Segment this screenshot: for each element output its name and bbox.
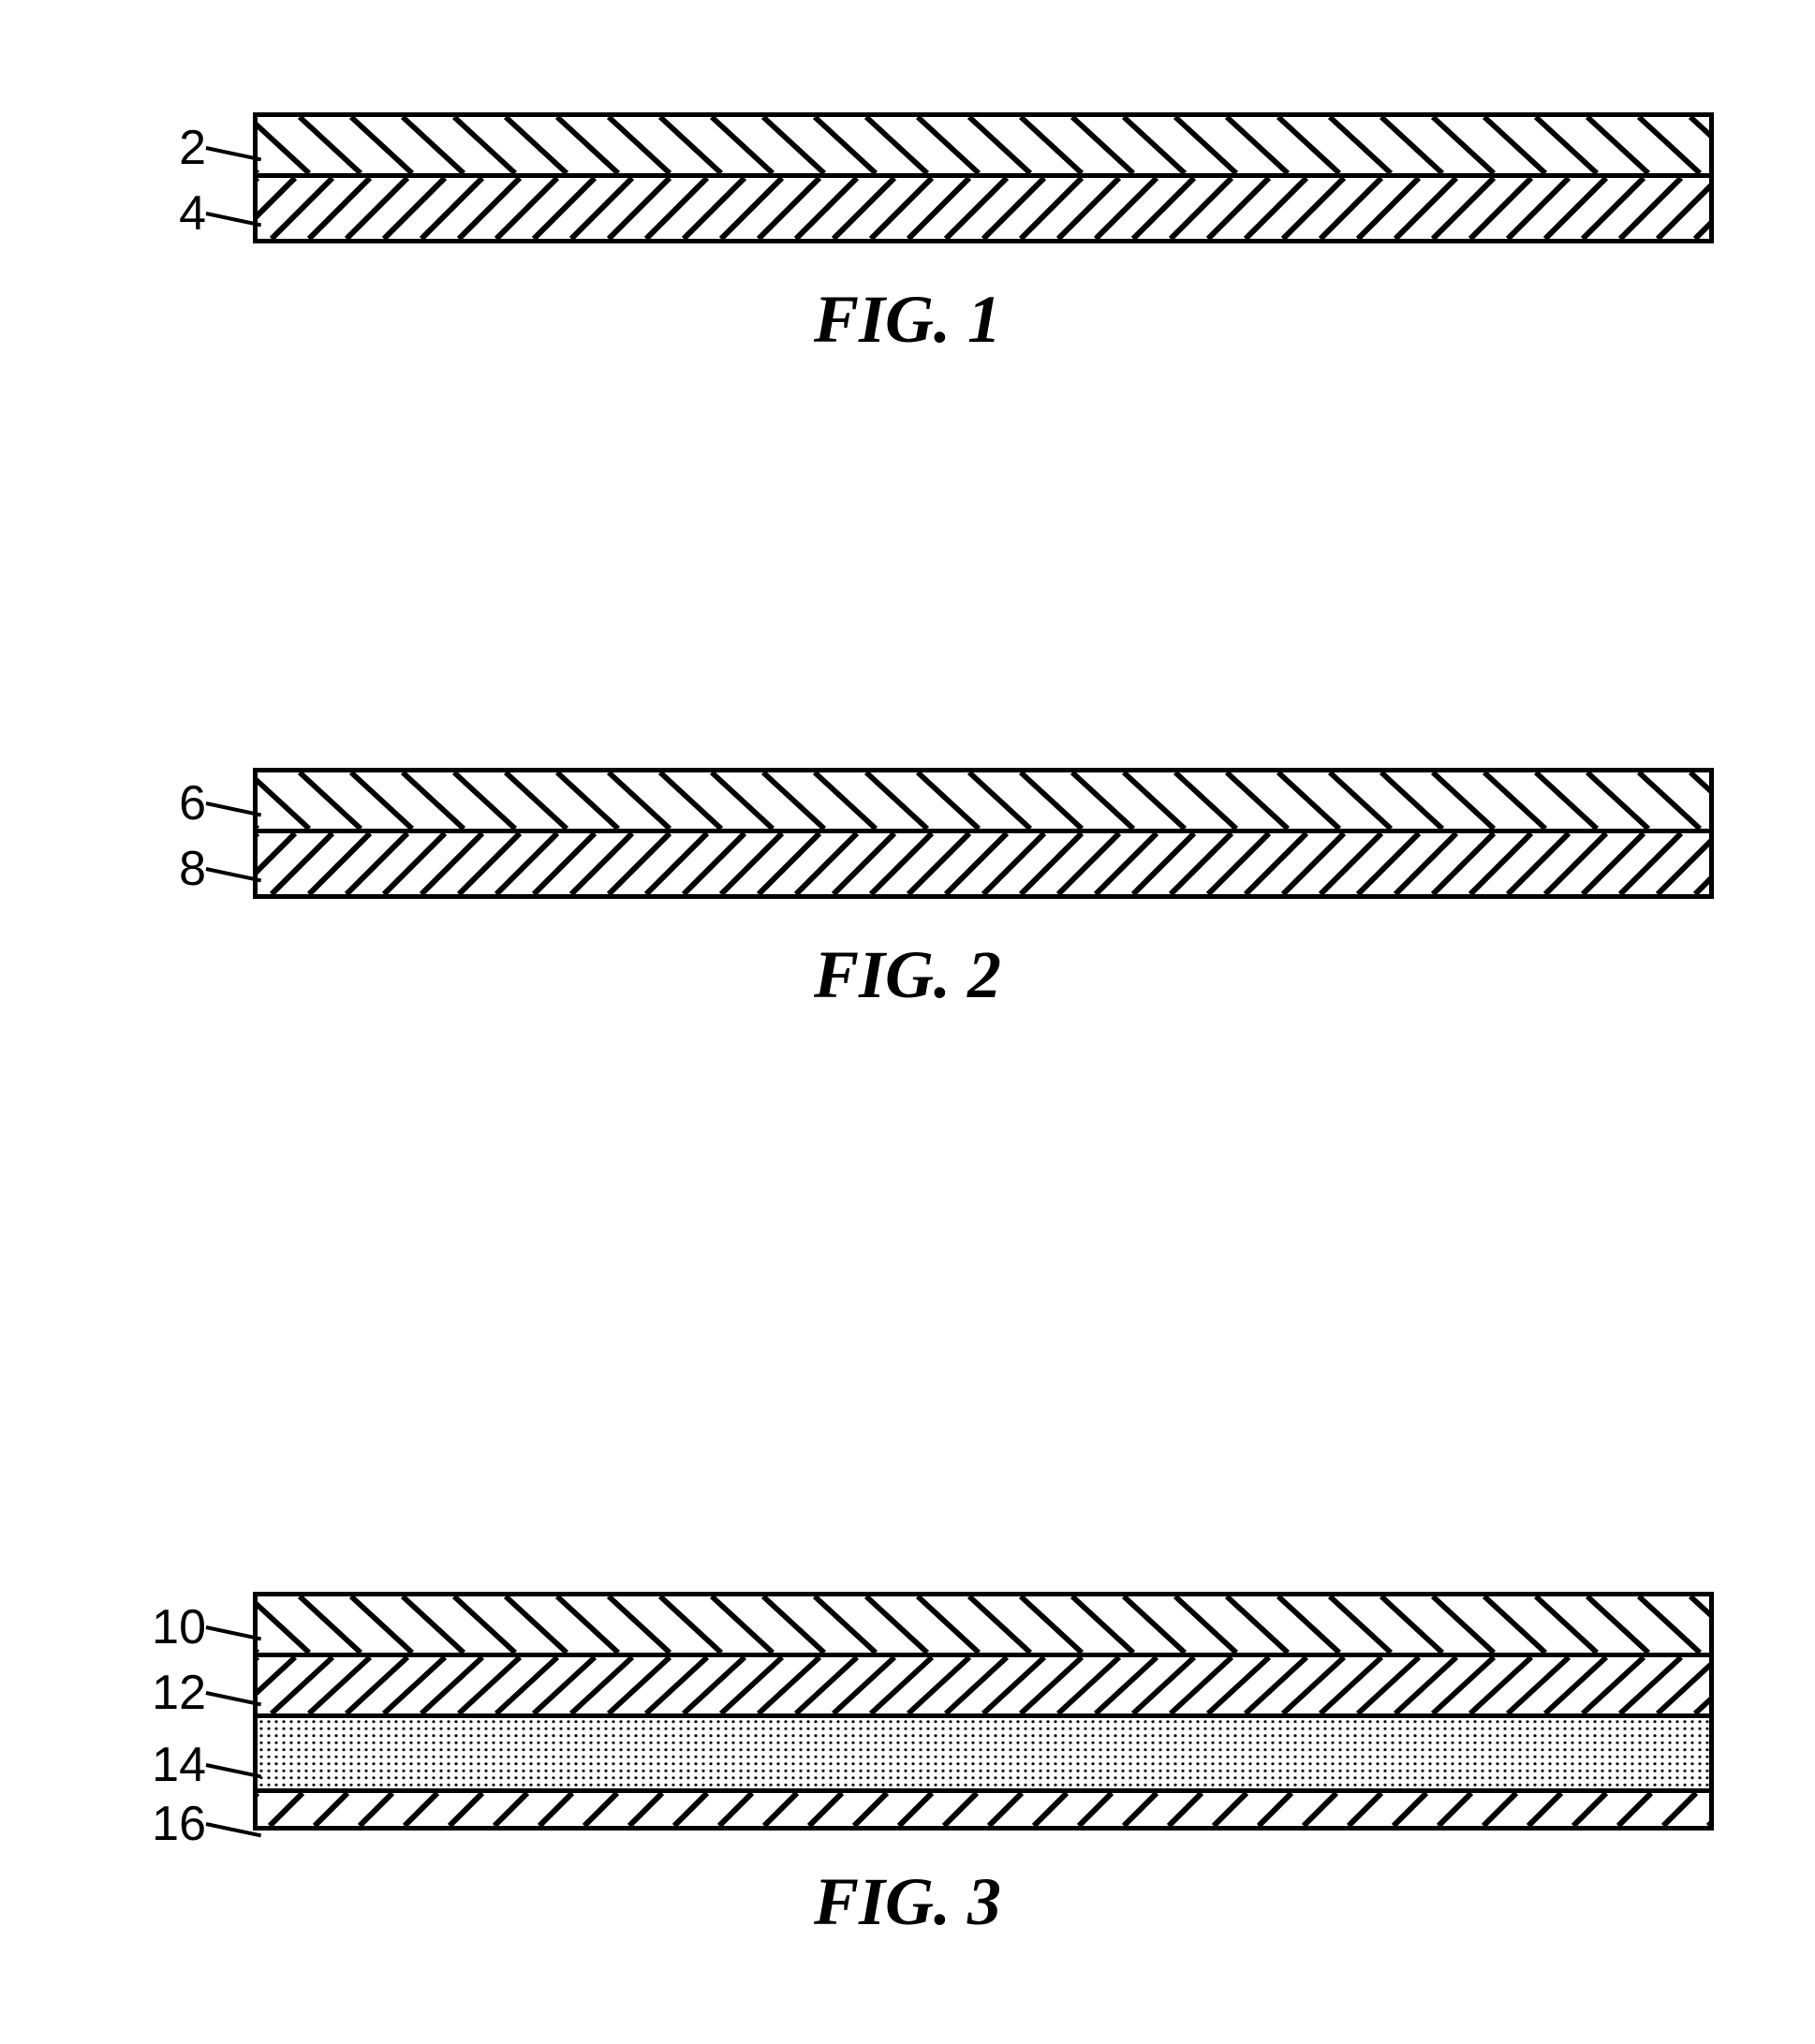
fig2-label-8: 8 xyxy=(122,841,206,897)
fig3-label-16: 16 xyxy=(122,1796,206,1852)
fig3-label-14: 14 xyxy=(122,1737,206,1793)
fig1-layer-4 xyxy=(258,178,1709,239)
fig3-layer-10 xyxy=(258,1596,1709,1657)
fig2-label-6: 6 xyxy=(122,775,206,831)
fig3-layer-12 xyxy=(258,1657,1709,1718)
fig3-layer-14 xyxy=(258,1718,1709,1793)
fig1-stack xyxy=(253,112,1714,243)
fig1-label-2: 2 xyxy=(122,120,206,176)
fig2-stack xyxy=(253,768,1714,899)
fig3-layer-16 xyxy=(258,1793,1709,1826)
fig3-stack xyxy=(253,1592,1714,1831)
fig2-layer-8 xyxy=(258,833,1709,894)
fig2-layer-6 xyxy=(258,772,1709,833)
fig1-caption: FIG. 1 xyxy=(0,281,1815,359)
fig1-label-4: 4 xyxy=(122,185,206,242)
fig2-caption: FIG. 2 xyxy=(0,936,1815,1014)
fig3-caption: FIG. 3 xyxy=(0,1863,1815,1941)
fig1-layer-2 xyxy=(258,117,1709,178)
fig3-label-12: 12 xyxy=(122,1665,206,1721)
fig3-label-10: 10 xyxy=(122,1599,206,1655)
